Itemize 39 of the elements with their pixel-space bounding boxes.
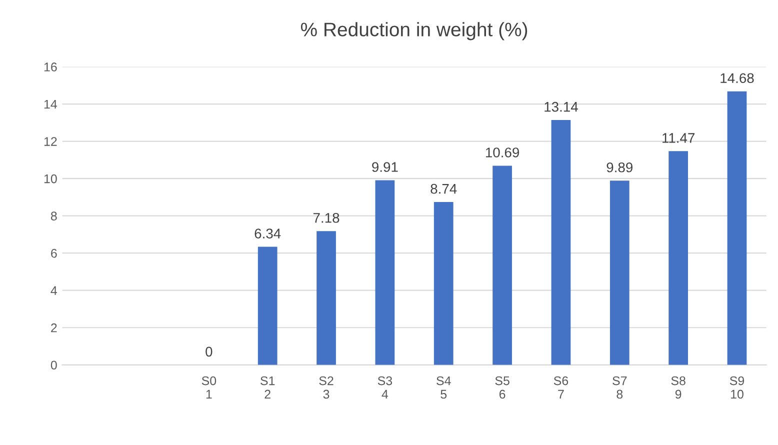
- y-tick-label: 0: [50, 360, 57, 370]
- x-tick-label: S6 7: [554, 376, 568, 399]
- bar: [434, 202, 454, 365]
- chart-title: % Reduction in weight (%): [300, 22, 528, 40]
- y-tick-label: 2: [51, 323, 57, 332]
- data-label: 10.69: [486, 148, 520, 158]
- x-tick-label: S1 2: [260, 376, 275, 399]
- bar: [610, 180, 630, 365]
- bar: [492, 166, 512, 365]
- y-tick-label: 16: [44, 62, 57, 72]
- data-label: 6.34: [254, 228, 281, 238]
- x-tick-label: S9 10: [730, 376, 744, 399]
- data-label: 13.14: [544, 102, 578, 112]
- y-tick-label: 12: [44, 137, 57, 146]
- x-tick-label: S5 6: [495, 376, 510, 399]
- bar: [375, 180, 395, 365]
- y-tick-label: 10: [44, 174, 57, 184]
- y-tick-label: 8: [50, 212, 57, 220]
- x-tick-label: S3 4: [378, 376, 392, 399]
- bar: [727, 91, 747, 365]
- bar: [668, 151, 688, 365]
- x-tick-label: S8 9: [671, 376, 686, 399]
- data-label: 8.74: [430, 184, 457, 194]
- y-tick-label: 14: [44, 100, 58, 109]
- y-tick-label: 6: [51, 248, 57, 258]
- bar: [551, 120, 571, 365]
- bar: [258, 246, 278, 365]
- data-label: 7.18: [313, 212, 340, 223]
- data-label: 14.68: [720, 73, 754, 84]
- data-label: 0: [206, 346, 212, 357]
- data-label: 11.47: [662, 133, 694, 143]
- x-tick-label: S4 5: [436, 376, 451, 399]
- data-label: 9.91: [372, 162, 398, 172]
- x-tick-label: S0 1: [202, 376, 216, 399]
- y-tick-label: 4: [50, 286, 58, 295]
- x-tick-label: S2 3: [319, 376, 334, 399]
- data-label: 9.89: [606, 162, 633, 172]
- x-tick-label: S7 8: [612, 376, 627, 399]
- bar: [316, 231, 336, 365]
